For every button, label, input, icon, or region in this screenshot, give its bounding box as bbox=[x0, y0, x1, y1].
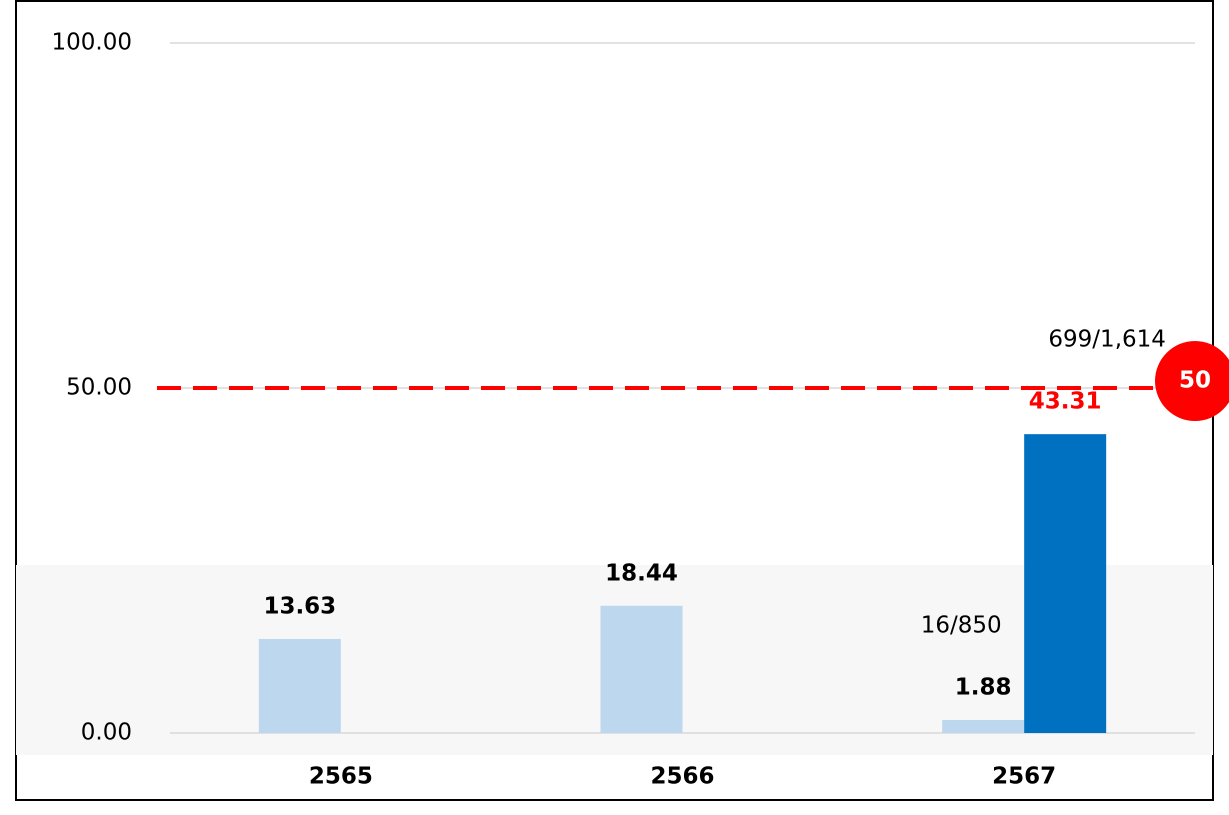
x-tick-label: 2566 bbox=[650, 764, 714, 790]
bar bbox=[258, 638, 341, 733]
annotation: 699/1,614 bbox=[1048, 327, 1166, 353]
bar bbox=[1024, 434, 1107, 733]
y-tick-label: 100.00 bbox=[52, 30, 132, 56]
y-tick-label: 50.00 bbox=[66, 375, 132, 401]
bar bbox=[600, 605, 683, 733]
value-label: 18.44 bbox=[605, 560, 678, 586]
x-tick-label: 2567 bbox=[992, 764, 1056, 790]
target-badge bbox=[1155, 341, 1229, 421]
x-tick-label: 2565 bbox=[309, 764, 373, 790]
value-label: 43.31 bbox=[1029, 389, 1102, 415]
target-label: 50 bbox=[1179, 368, 1211, 394]
y-tick-label: 0.00 bbox=[81, 720, 132, 746]
annotation: 16/850 bbox=[921, 613, 1002, 639]
bar bbox=[942, 720, 1025, 733]
value-label: 1.88 bbox=[955, 675, 1012, 701]
value-label: 13.63 bbox=[263, 593, 336, 619]
